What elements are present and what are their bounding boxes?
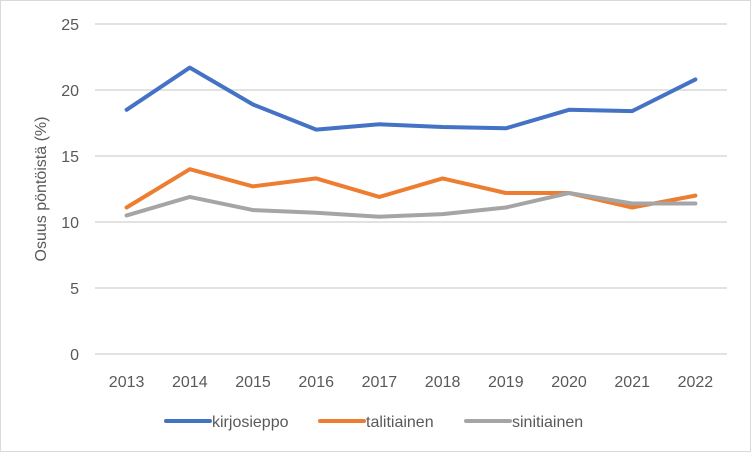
x-tick-label: 2014 xyxy=(172,374,208,391)
y-tick-label: 0 xyxy=(70,347,79,364)
y-tick-label: 15 xyxy=(61,149,79,166)
series-line-kirjosieppo xyxy=(124,65,698,132)
series-line-sinitiainen xyxy=(124,191,698,219)
legend-item-sinitiainen: sinitiainen xyxy=(464,414,583,431)
x-tick-label: 2021 xyxy=(614,374,650,391)
legend-item-kirjosieppo: kirjosieppo xyxy=(164,414,289,431)
legend: kirjosieppo talitiainen sinitiainen xyxy=(164,414,583,431)
y-tick-label: 20 xyxy=(61,83,79,100)
legend-item-talitiainen: talitiainen xyxy=(318,414,434,431)
x-tick-label: 2013 xyxy=(109,374,145,391)
x-axis-ticks: 2013 2014 2015 2016 2017 2018 2019 2020 2021 2022 xyxy=(109,374,713,391)
x-tick-label: 2022 xyxy=(678,374,714,391)
legend-label: sinitiainen xyxy=(512,414,583,431)
x-tick-label: 2018 xyxy=(425,374,461,391)
x-tick-label: 2016 xyxy=(298,374,334,391)
x-tick-label: 2015 xyxy=(235,374,271,391)
legend-label: talitiainen xyxy=(366,414,434,431)
legend-label: kirjosieppo xyxy=(212,414,289,431)
series-lines xyxy=(124,65,698,219)
y-axis-title: Osuus pöntöistä (%) xyxy=(33,117,50,262)
y-tick-label: 5 xyxy=(70,281,79,298)
x-tick-label: 2017 xyxy=(362,374,398,391)
x-tick-label: 2019 xyxy=(488,374,524,391)
y-tick-label: 25 xyxy=(61,17,79,34)
gridlines xyxy=(95,23,727,355)
y-axis-ticks: 0 5 10 15 20 25 xyxy=(61,17,79,364)
x-tick-label: 2020 xyxy=(551,374,587,391)
y-tick-label: 10 xyxy=(61,215,79,232)
